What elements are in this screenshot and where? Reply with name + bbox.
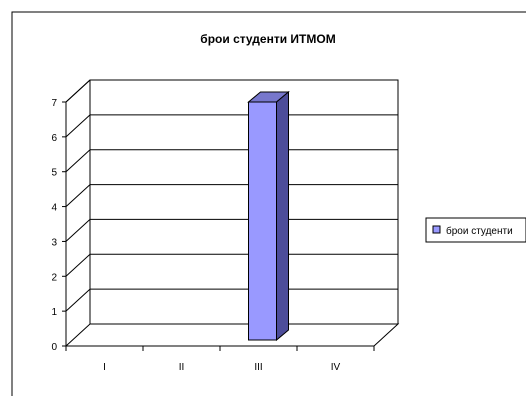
gridlines — [65, 79, 398, 312]
y-tick-label: 5 — [51, 168, 57, 179]
gridline — [65, 218, 398, 242]
y-tick-label: 2 — [51, 272, 57, 283]
axes — [65, 102, 374, 347]
x-axis-ticks: I II III IV — [65, 346, 375, 373]
y-tick-label: 4 — [51, 203, 57, 214]
gridline — [65, 149, 398, 173]
floor — [65, 323, 400, 347]
gridline — [65, 114, 398, 138]
gridline — [65, 288, 398, 312]
y-tick-label: 7 — [51, 98, 57, 109]
gridline — [65, 79, 398, 103]
legend-swatch — [432, 225, 441, 234]
gridline — [65, 253, 398, 277]
bar-side-face — [276, 90, 289, 342]
legend-box — [425, 217, 526, 243]
legend: брои студенти — [425, 217, 526, 243]
y-axis-ticks: 0 1 2 3 4 5 6 7 — [51, 98, 66, 353]
bar-III — [247, 90, 290, 342]
gridline — [65, 184, 398, 207]
y-tick-label: 3 — [51, 237, 57, 248]
x-tick-label: III — [254, 362, 262, 373]
y-tick-label: 1 — [51, 307, 57, 318]
back-wall — [65, 79, 399, 324]
plot-walls — [65, 79, 400, 347]
x-tick-label: I — [103, 362, 106, 373]
chart-title: брои студенти ИТМОМ — [200, 32, 335, 46]
chart-border — [11, 11, 526, 396]
x-tick-label: II — [179, 362, 185, 373]
y-tick-label: 0 — [51, 342, 57, 353]
bars — [247, 90, 290, 342]
legend-label: брои студенти — [446, 225, 513, 237]
y-tick-label: 6 — [51, 133, 57, 144]
x-tick-label: IV — [331, 362, 341, 373]
bar-front-face — [248, 101, 277, 341]
